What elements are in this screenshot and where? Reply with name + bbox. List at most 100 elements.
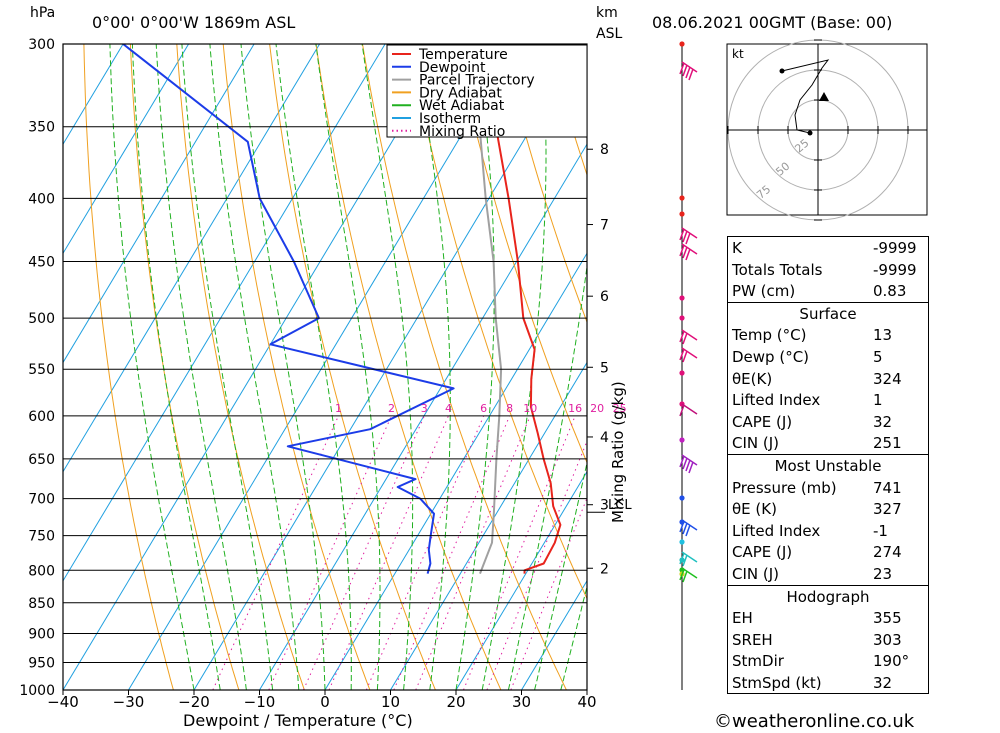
- wind-barb-icon: [679, 519, 698, 537]
- wind-barb-icon: [679, 551, 698, 567]
- stat-value: 190°: [873, 652, 910, 671]
- stats-table: K -9999 Totals Totals -9999 PW (cm) 0.83 Su…: [727, 236, 929, 695]
- mixing-ratio-label: 1: [335, 402, 342, 415]
- mixing-ratio-line: [268, 415, 392, 690]
- wind-barb-feather: [679, 330, 685, 343]
- mixing-ratio-line: [463, 415, 576, 690]
- km-tick-label: 3: [600, 498, 609, 514]
- legend-label: Isotherm: [419, 111, 481, 127]
- wind-barb-feather: [682, 230, 688, 243]
- isotherm-line: [455, 470, 587, 690]
- wind-barb-feather: [682, 522, 688, 535]
- surface-section: Surface Temp (°C) 13 Dewp (°C) 5 θE(K) 324 …: [728, 301, 928, 454]
- asl-label: ASL: [596, 26, 623, 42]
- mixing-ratio-line: [415, 415, 531, 690]
- pw-value: 0.83: [873, 282, 907, 301]
- stat-label: Lifted Index: [732, 521, 821, 540]
- wind-level-dot: [679, 295, 685, 301]
- x-tick-label: −20: [178, 693, 210, 711]
- mixing-ratio-line: [393, 415, 511, 690]
- legend-label: Dewpoint: [419, 60, 486, 76]
- mixing-ratio-label: 20: [590, 402, 604, 415]
- pressure-tick-label: 450: [28, 255, 55, 271]
- km-tick-label: 7: [600, 218, 609, 234]
- pressure-tick-label: 300: [28, 37, 55, 53]
- x-tick-label: −40: [47, 693, 79, 711]
- totals-label: Totals Totals: [732, 260, 823, 279]
- wind-barb-feather: [682, 554, 688, 567]
- k-index-value: -9999: [873, 239, 917, 257]
- isotherm-line: [259, 143, 587, 690]
- mixing-ratio-label: 3: [421, 402, 428, 415]
- hodograph-point: [807, 130, 813, 136]
- temperature-line: [482, 44, 562, 574]
- stat-value: 251: [873, 434, 902, 453]
- wind-level-dot: [679, 437, 685, 443]
- lcl-label: LCL: [608, 498, 632, 513]
- legend-box: [386, 44, 588, 138]
- x-tick-label: 20: [446, 693, 465, 711]
- stat-label: EH: [732, 609, 753, 628]
- km-tick-label: 2: [600, 561, 609, 577]
- location-title: 0°00' 0°00'W 1869m ASL: [92, 13, 296, 32]
- wind-barb-feather: [688, 461, 694, 474]
- legend-label: Wet Adiabat: [419, 98, 505, 114]
- wet-adiabat-line: [455, 44, 495, 690]
- pressure-tick-label: 700: [28, 492, 55, 508]
- dry-adiabat-line: [966, 44, 1000, 690]
- stat-label: Dewp (°C): [732, 347, 810, 366]
- stat-label: Temp (°C): [732, 326, 807, 345]
- stat-label: StmDir: [732, 652, 784, 671]
- hodograph-point: [779, 68, 785, 74]
- dry-adiabat-line: [315, 44, 502, 690]
- stat-value: 5: [873, 347, 883, 366]
- isotherm-line: [63, 44, 190, 255]
- pressure-tick-label: 950: [28, 655, 55, 671]
- wind-barb-feather: [679, 568, 685, 581]
- wind-barb-feather: [688, 68, 694, 81]
- mixing-ratio-line: [212, 415, 339, 690]
- wind-barb-feather: [682, 457, 688, 470]
- datetime-title: 08.06.2021 00GMT (Base: 00): [652, 13, 893, 32]
- wet-adiabat-line: [361, 44, 414, 690]
- stat-label: CIN (J): [732, 434, 780, 453]
- wind-barb-icon: [679, 403, 698, 417]
- wind-barb-feather: [679, 455, 685, 468]
- isotherm-line: [521, 579, 587, 690]
- x-tick-label: −30: [113, 693, 145, 711]
- wind-barb-icon: [679, 227, 698, 245]
- mixing-ratio-label: 8: [506, 402, 513, 415]
- dry-adiabat-line: [920, 44, 1000, 690]
- km-tick-label: 5: [600, 360, 609, 376]
- isotherm-line: [63, 44, 386, 582]
- mixing-ratio-line: [303, 415, 425, 690]
- stat-value: 32: [873, 412, 893, 431]
- most-unstable-title: Most Unstable: [774, 456, 882, 475]
- pressure-tick-label: 750: [28, 529, 55, 545]
- x-tick-label: 10: [381, 693, 400, 711]
- wet-adiabat-line: [275, 44, 352, 690]
- isotherm-line: [63, 44, 452, 690]
- wet-adiabat-line: [240, 44, 326, 690]
- wind-barb-feather: [679, 348, 685, 361]
- stat-value: 274: [873, 543, 902, 562]
- wind-barb-feather: [685, 232, 691, 245]
- x-tick-label: 40: [577, 693, 596, 711]
- wind-barb-feather: [685, 66, 691, 79]
- isotherm-line: [390, 361, 587, 690]
- wet-adiabat-line: [415, 44, 451, 690]
- wind-level-dot: [679, 539, 685, 545]
- isotherm-line: [63, 44, 255, 364]
- wind-barb-feather: [682, 570, 688, 583]
- pressure-tick-label: 850: [28, 596, 55, 612]
- copyright-link[interactable]: ©weatheronline.co.uk: [714, 711, 915, 732]
- stat-label: Pressure (mb): [732, 478, 837, 497]
- legend-label: Temperature: [418, 47, 508, 63]
- wet-adiabat-line: [315, 44, 381, 690]
- dry-adiabat-line: [269, 44, 436, 690]
- wind-barb-feather: [685, 524, 691, 537]
- mixing-ratio-label: 2: [388, 402, 395, 415]
- x-tick-label: −10: [244, 693, 276, 711]
